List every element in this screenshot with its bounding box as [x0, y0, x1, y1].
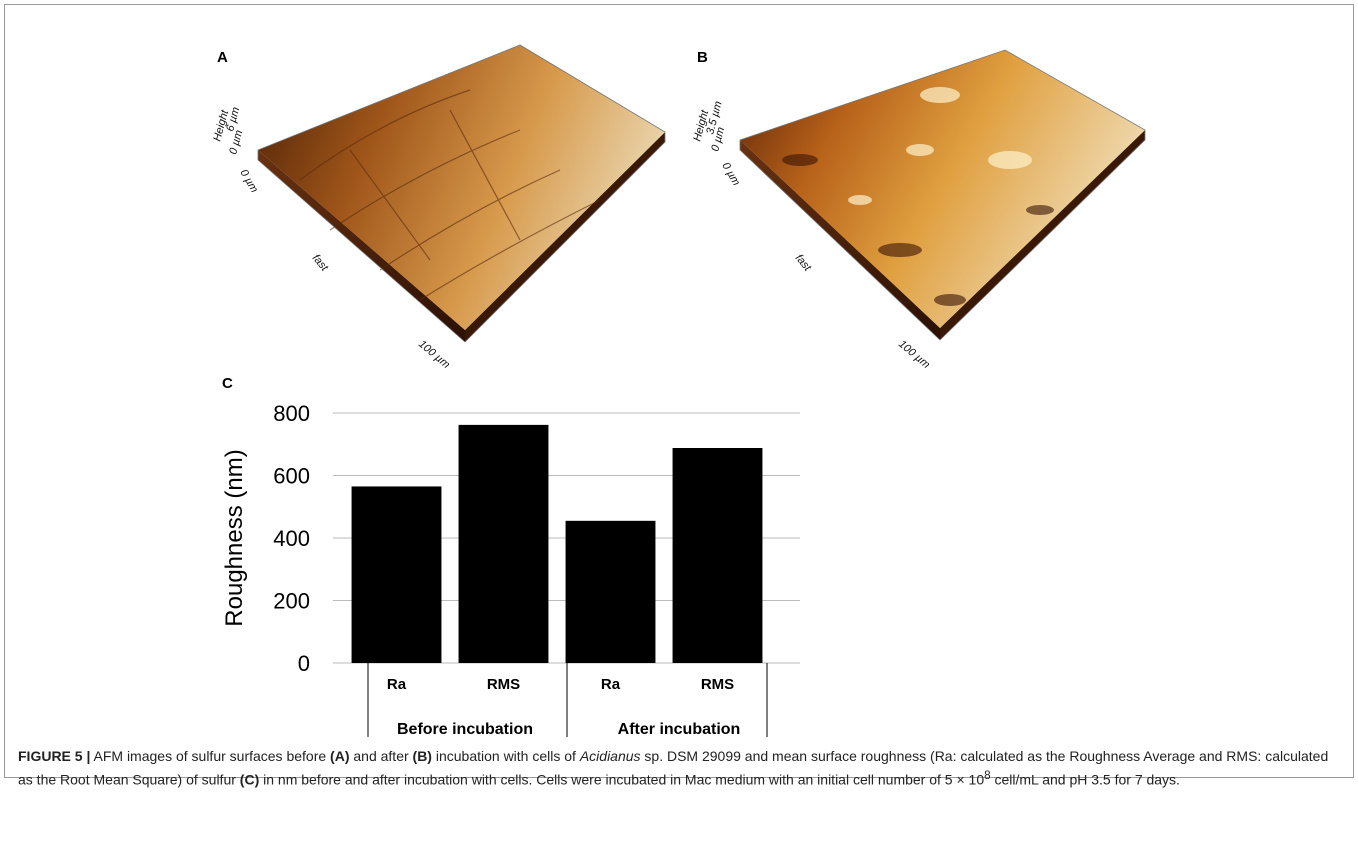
bar [352, 486, 442, 663]
afm-panel-b: B 3.5 µm Height 0 µm 0 µm fast 100 µm [691, 49, 1145, 371]
group-label: Before incubation [397, 721, 533, 738]
caption: FIGURE 5 | AFM images of sulfur surfaces… [18, 746, 1343, 790]
caption-text: cell/mL and pH 3.5 for 7 days. [994, 772, 1179, 788]
x-tick-label: Ra [387, 676, 407, 693]
axis-end: 100 µm [896, 338, 932, 371]
y-tick-label: 200 [273, 589, 310, 614]
bar [673, 448, 763, 663]
caption-ref: (A) [330, 748, 349, 764]
y-axis-label: Roughness (nm) [221, 449, 248, 626]
x-tick-label: RMS [487, 676, 520, 693]
caption-exponent: 8 [984, 769, 990, 782]
caption-ref: (C) [240, 772, 259, 788]
axis-name: fast [310, 252, 331, 274]
caption-text: incubation with cells of [436, 748, 576, 764]
axis-end: 100 µm [416, 338, 452, 371]
bar [566, 521, 656, 663]
figure: A 6 µm Height 0 µm 0 µm fast 100 µm B 3.… [0, 0, 1358, 854]
bar-chart: C Roughness (nm) 0 200 400 600 800 Ra RMS Ra RMS… [221, 375, 800, 738]
panel-label: B [697, 49, 708, 66]
x-tick-label: Ra [601, 676, 621, 693]
group-label: After incubation [618, 721, 741, 738]
bar [459, 425, 549, 663]
caption-text: in nm before and after incubation with c… [263, 772, 984, 788]
y-tick-label: 800 [273, 401, 310, 426]
caption-species: Acidianus [580, 748, 641, 764]
figure-label: FIGURE 5 | [18, 748, 90, 764]
y-tick-label: 0 [298, 651, 310, 676]
afm-surface [258, 45, 665, 330]
x-tick-label: RMS [701, 676, 734, 693]
axis-start: 0 µm [237, 168, 260, 195]
caption-ref: (B) [413, 748, 432, 764]
height-min: 0 µm [227, 129, 245, 156]
page: {"panels": [ {"label": "A", "height_max"… [0, 0, 1358, 854]
afm-panel-a: A 6 µm Height 0 µm 0 µm fast 100 µm [211, 45, 665, 371]
axis-start: 0 µm [719, 161, 742, 188]
y-tick-label: 600 [273, 464, 310, 489]
panel-label: A [217, 49, 228, 66]
axis-name: fast [793, 252, 814, 274]
caption-text: AFM images of sulfur surfaces before [94, 748, 327, 764]
y-tick-label: 400 [273, 526, 310, 551]
caption-text: and after [353, 748, 408, 764]
panel-label: C [222, 375, 233, 392]
